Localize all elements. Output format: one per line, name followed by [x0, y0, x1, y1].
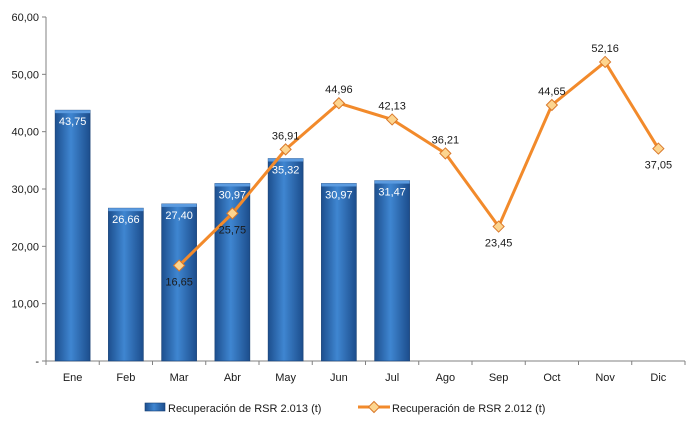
legend-label-2013: Recuperación de RSR 2.013 (t) [168, 403, 321, 415]
line-marker [172, 259, 186, 272]
x-tick-label: Mar [170, 372, 189, 384]
bar-top-highlight [214, 183, 250, 187]
line-data-label: 36,21 [432, 134, 460, 146]
x-tick-label: Nov [595, 372, 615, 384]
x-tick-label: Jun [330, 372, 348, 384]
bar-top-highlight [108, 208, 144, 212]
x-tick-label: May [275, 372, 296, 384]
line-data-label: 23,45 [485, 238, 513, 250]
line-data-label: 37,05 [645, 160, 673, 172]
line-series-path [178, 60, 660, 267]
bar [161, 203, 197, 362]
bar [374, 180, 410, 362]
bar [321, 183, 357, 362]
x-tick-label: Ago [436, 372, 456, 384]
y-tick-label: 10,00 [11, 299, 39, 311]
x-tick-label: Feb [116, 372, 135, 384]
y-tick-label: 40,00 [11, 127, 39, 139]
line-marker [598, 55, 612, 69]
x-tick-label: Ene [63, 372, 83, 384]
legend-bar-swatch [144, 402, 166, 412]
line-data-label: 36,91 [272, 130, 300, 142]
legend-label-2012: Recuperación de RSR 2.012 (t) [392, 403, 545, 415]
y-tick-label: 30,00 [11, 184, 39, 196]
line-marker [492, 220, 505, 233]
plot-area: - 10,00 20,00 30,00 40,00 50,00 60,00 Ene Feb Mar… [11, 12, 686, 384]
bar-data-label: 27,40 [165, 210, 193, 222]
line-data-label: 25,75 [219, 224, 247, 236]
x-tick-label: Oct [543, 372, 560, 384]
line-marker [545, 98, 559, 112]
y-tick-label: 50,00 [11, 69, 39, 81]
bar-data-label: 31,47 [378, 187, 406, 199]
bar [267, 158, 304, 362]
bar-top-highlight [161, 203, 197, 207]
line-marker [332, 97, 346, 110]
bar-data-label: 30,97 [325, 189, 353, 201]
x-tick-label: Jul [385, 372, 399, 384]
bar-top-highlight [268, 158, 304, 162]
line-marker [385, 113, 399, 126]
line-data-label: 44,96 [325, 84, 353, 96]
x-tick-label: Dic [650, 372, 666, 384]
line-marker [439, 147, 452, 160]
line-data-label: 16,65 [165, 277, 193, 289]
y-tick-label: 60,00 [11, 12, 39, 24]
x-tick-label: Sep [489, 372, 509, 384]
line-marker [279, 143, 292, 156]
legend-line-marker [367, 400, 381, 414]
line-data-label: 42,13 [378, 100, 406, 112]
bar-data-label: 35,32 [272, 164, 300, 176]
bar-data-label: 30,97 [219, 189, 247, 201]
y-tick-label: 20,00 [11, 241, 39, 253]
bar [108, 207, 144, 362]
line-marker [226, 207, 239, 220]
legend: Recuperación de RSR 2.013 (t) Recuperació… [144, 400, 545, 415]
line-marker [652, 142, 665, 155]
y-tick-label: - [35, 356, 39, 368]
line-data-label: 52,16 [591, 43, 619, 55]
bar-data-label: 26,66 [112, 214, 140, 226]
bar-top-highlight [321, 183, 357, 187]
line-data-label: 44,65 [538, 86, 566, 98]
bar-data-label: 43,75 [59, 116, 87, 128]
bar [54, 109, 91, 362]
bar-top-highlight [374, 180, 410, 184]
x-tick-label: Abr [224, 372, 241, 384]
bar-top-highlight [55, 110, 91, 114]
